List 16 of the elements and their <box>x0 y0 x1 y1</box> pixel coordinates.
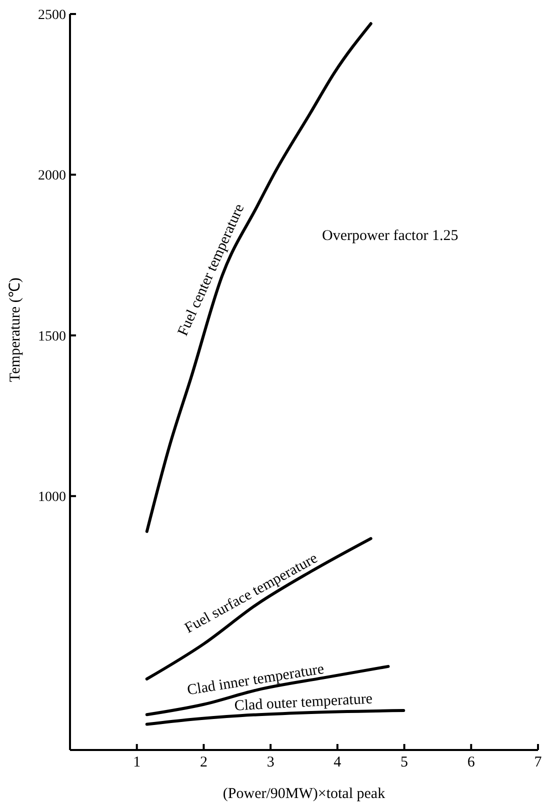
x-tick-label: 7 <box>534 754 542 771</box>
x-tick-label: 6 <box>467 754 476 771</box>
y-tick-label: 1000 <box>38 490 66 506</box>
x-tick-label: 5 <box>400 754 408 771</box>
y-tick-label: 2000 <box>38 168 66 184</box>
x-tick-label: 3 <box>266 754 274 771</box>
line-series <box>145 708 406 726</box>
annotation: Overpower factor 1.25 <box>322 228 458 245</box>
x-tick-label: 4 <box>334 754 342 771</box>
x-axis-title: (Power/90MW)×total peak <box>222 786 386 802</box>
y-tick-label: 1500 <box>38 329 66 344</box>
y-axis-title: Temperature (℃) <box>7 278 24 382</box>
y-tick-label: 2500 <box>38 8 66 23</box>
x-tick-label: 2 <box>200 754 208 771</box>
line-series <box>145 664 390 716</box>
x-tick-label: 1 <box>133 754 141 771</box>
